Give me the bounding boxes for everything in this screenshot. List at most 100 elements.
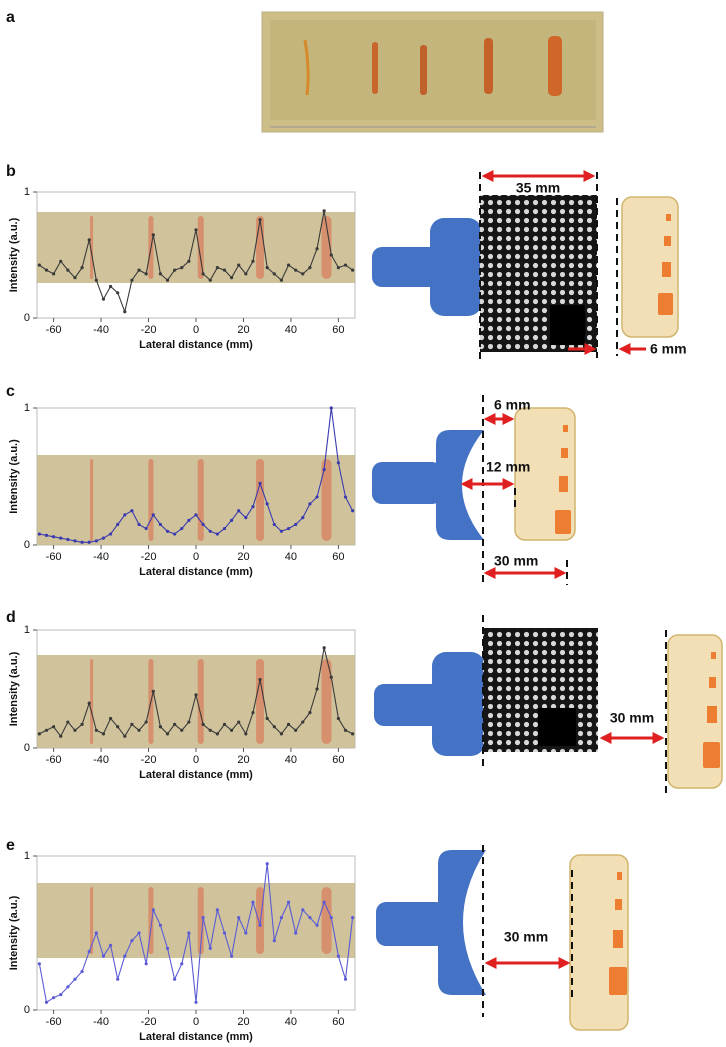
x-tick-label: -20 <box>141 754 157 766</box>
data-point <box>251 505 255 509</box>
data-point <box>336 716 340 721</box>
sample-strip <box>321 887 332 954</box>
data-point <box>37 962 41 966</box>
sample-strip <box>90 216 94 279</box>
panel-label: c <box>6 383 15 400</box>
data-point <box>108 716 113 721</box>
data-point <box>101 732 106 736</box>
sample-strip <box>90 659 94 744</box>
data-point <box>336 954 340 958</box>
data-point <box>272 272 276 276</box>
y-axis-label: Intensity (a.u.) <box>8 439 20 514</box>
data-point <box>80 969 84 974</box>
data-point <box>94 278 98 282</box>
x-axis-label: Lateral distance (mm) <box>139 769 253 781</box>
x-axis-label: Lateral distance (mm) <box>139 566 253 578</box>
x-tick-label: -60 <box>46 1016 62 1028</box>
data-point <box>173 532 177 536</box>
data-point <box>201 916 205 920</box>
data-point <box>237 720 241 724</box>
data-point <box>130 939 134 943</box>
data-point <box>116 291 120 295</box>
photo <box>261 11 604 133</box>
data-point <box>301 720 305 724</box>
data-point <box>343 977 348 981</box>
data-point <box>137 268 141 272</box>
sample-strip <box>256 659 265 744</box>
data-point <box>173 977 177 981</box>
data-point <box>272 522 276 527</box>
data-point <box>208 728 212 732</box>
data-point <box>315 923 319 927</box>
x-tick-label: 60 <box>332 1016 344 1028</box>
y-axis-label: Intensity (a.u.) <box>8 651 20 726</box>
data-point <box>59 734 63 738</box>
data-point <box>180 266 184 270</box>
data-point <box>265 862 269 866</box>
line-chart: -60 -40 -20 0 20 40 60 0 1 Lateral distance (mm) I… <box>8 402 356 578</box>
data-point <box>116 977 120 981</box>
data-point <box>180 526 184 531</box>
data-point <box>108 284 113 289</box>
data-point <box>258 677 262 682</box>
data-point <box>87 701 91 705</box>
data-point <box>237 509 241 513</box>
x-tick-label: 0 <box>193 324 199 336</box>
data-point <box>165 946 170 951</box>
data-point <box>37 263 41 267</box>
data-point <box>194 693 198 697</box>
data-point <box>286 722 291 727</box>
data-point <box>116 522 120 527</box>
data-point <box>87 949 91 954</box>
diagram-e: 30 mm <box>376 845 629 1031</box>
data-point <box>144 526 148 531</box>
data-point <box>123 954 127 958</box>
data-point <box>343 728 348 732</box>
data-point <box>44 1000 49 1004</box>
data-point <box>286 263 291 267</box>
sample-strip <box>148 459 154 541</box>
x-tick-label: 40 <box>285 754 297 766</box>
data-point <box>52 725 56 729</box>
data-point <box>52 996 56 1000</box>
data-point <box>308 711 312 715</box>
data-point <box>151 513 155 517</box>
data-point <box>215 732 219 736</box>
data-point <box>87 540 91 544</box>
sample-strip <box>256 216 265 279</box>
data-point <box>66 537 70 542</box>
data-point <box>73 977 77 981</box>
x-tick-label: 40 <box>285 1016 297 1028</box>
annotation: 6 mm <box>494 397 531 413</box>
annotation: 35 mm <box>516 180 560 196</box>
data-point <box>52 535 56 539</box>
x-tick-label: 20 <box>237 1016 249 1028</box>
annotation: 30 mm <box>504 929 548 945</box>
data-point <box>151 233 155 237</box>
panel-label: a <box>6 9 15 26</box>
data-point <box>165 278 170 282</box>
data-point <box>286 900 291 904</box>
data-point <box>351 509 355 513</box>
data-point <box>194 513 198 517</box>
data-point <box>222 268 227 272</box>
x-tick-label: 20 <box>237 754 249 766</box>
x-tick-label: -60 <box>46 754 62 766</box>
data-point <box>222 931 227 935</box>
data-point <box>116 725 120 729</box>
data-point <box>329 675 333 679</box>
line-chart: -60 -40 -20 0 20 40 60 0 1 Lateral distance (mm) I… <box>8 850 356 1043</box>
sample-strip <box>197 216 204 279</box>
data-point <box>215 908 219 912</box>
data-point <box>66 268 70 272</box>
data-point <box>329 916 333 920</box>
data-point <box>322 900 326 904</box>
data-point <box>123 310 127 314</box>
data-point <box>286 526 291 531</box>
data-point <box>194 228 198 232</box>
data-point <box>137 728 141 732</box>
data-point <box>301 908 305 912</box>
data-point <box>44 533 49 538</box>
data-point <box>229 954 234 958</box>
y-tick-label: 1 <box>24 850 30 862</box>
